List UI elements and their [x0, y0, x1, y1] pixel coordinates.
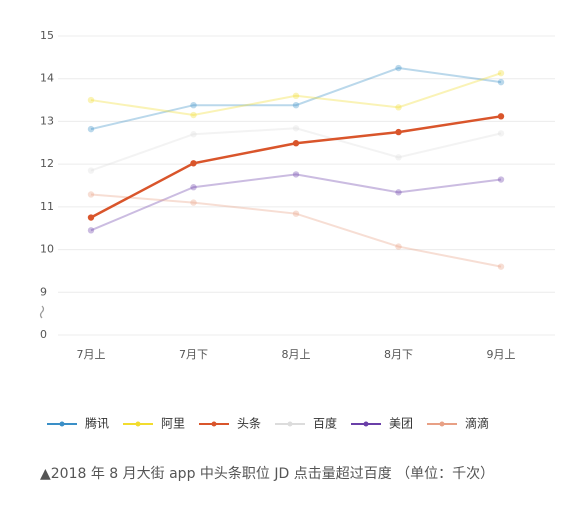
- y-tick-label: 13: [40, 114, 54, 127]
- point: [395, 243, 402, 250]
- y-tick-label: 9: [40, 285, 47, 298]
- point: [87, 227, 95, 234]
- point: [292, 140, 300, 147]
- point: [190, 160, 197, 167]
- legend-dot: [363, 421, 369, 427]
- y-tick-label: 10: [40, 243, 54, 256]
- point: [292, 101, 300, 109]
- series-line: [90, 115, 502, 219]
- legend-dot: [135, 421, 141, 427]
- point: [497, 263, 505, 270]
- point: [190, 101, 197, 109]
- point: [292, 125, 300, 132]
- point: [292, 92, 300, 100]
- point: [292, 171, 300, 178]
- point: [497, 113, 505, 120]
- point: [87, 214, 95, 221]
- x-tick-label: 9月上: [487, 348, 516, 361]
- y-tick-label: 0: [40, 328, 47, 341]
- x-tick-label: 7月上: [77, 348, 106, 361]
- series-line: [90, 173, 502, 232]
- caption: ▲2018 年 8 月大街 app 中头条职位 JD 点击量超过百度 （单位：千…: [40, 465, 494, 482]
- series-line: [90, 193, 502, 268]
- legend-label: 阿里: [161, 417, 185, 431]
- series-line: [90, 127, 502, 172]
- point: [395, 64, 402, 72]
- point: [87, 96, 95, 104]
- x-tick-label: 8月下: [384, 348, 413, 361]
- x-tick-label: 8月上: [282, 348, 311, 361]
- y-tick-label: 12: [40, 157, 54, 170]
- legend-dot: [287, 421, 293, 427]
- point: [190, 111, 197, 119]
- legend-label: 滴滴: [465, 416, 489, 431]
- legend-label: 美团: [389, 417, 413, 431]
- point: [497, 69, 505, 77]
- point: [87, 167, 95, 174]
- legend-label: 腾讯: [85, 416, 109, 431]
- series-line: [90, 72, 502, 117]
- axis-break: [39, 305, 45, 319]
- series-line: [90, 67, 502, 131]
- y-tick-label: 14: [40, 72, 54, 85]
- legend-label: 头条: [237, 417, 261, 431]
- point: [395, 189, 402, 196]
- legend-label: 百度: [313, 416, 337, 431]
- point: [292, 210, 300, 217]
- point: [497, 130, 505, 137]
- y-tick-label: 11: [40, 200, 54, 213]
- point: [190, 184, 197, 191]
- point: [395, 104, 402, 111]
- point: [190, 199, 197, 206]
- y-tick-label: 15: [40, 29, 54, 42]
- point: [395, 128, 402, 136]
- point: [87, 125, 95, 133]
- legend-dot: [439, 421, 445, 427]
- legend-dot: [59, 421, 65, 427]
- point: [395, 154, 402, 161]
- point: [497, 176, 505, 183]
- point: [190, 131, 197, 138]
- x-tick-label: 7月下: [179, 348, 208, 361]
- point: [87, 191, 95, 198]
- legend-dot: [211, 421, 217, 427]
- point: [497, 78, 505, 86]
